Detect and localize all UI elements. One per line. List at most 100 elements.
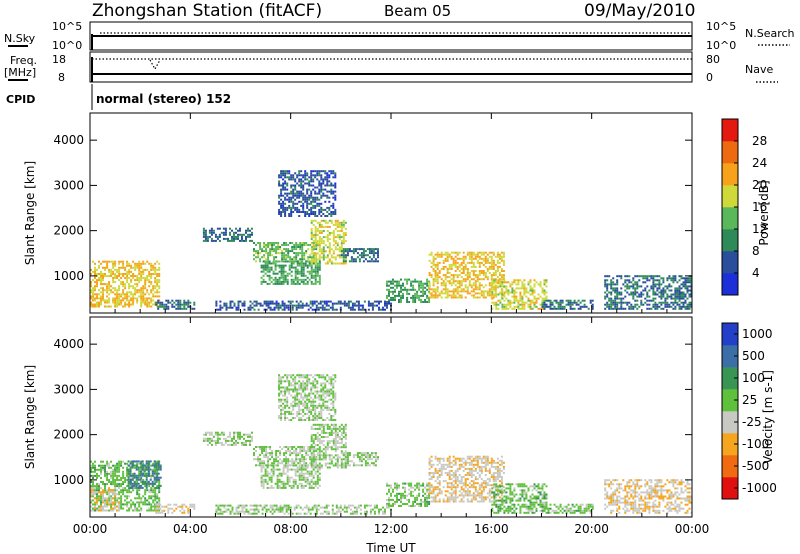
heatmap-cell xyxy=(420,290,423,293)
heatmap-cell xyxy=(94,505,96,508)
heatmap-cell xyxy=(173,301,176,304)
heatmap-cell xyxy=(505,289,508,292)
heatmap-cell xyxy=(648,307,651,310)
heatmap-cell xyxy=(304,484,307,487)
heatmap-cell xyxy=(322,448,325,451)
heatmap-cell xyxy=(128,474,131,477)
heatmap-cell xyxy=(277,246,280,248)
heatmap-cell xyxy=(360,252,363,255)
heatmap-cell xyxy=(438,270,441,272)
heatmap-cell xyxy=(587,307,590,310)
heatmap-cell xyxy=(291,462,294,465)
heatmap-cell xyxy=(132,277,135,279)
heatmap-cell xyxy=(114,507,117,510)
heatmap-cell xyxy=(282,282,285,285)
heatmap-cell xyxy=(280,266,283,269)
heatmap-cell xyxy=(446,268,449,270)
heatmap-cell xyxy=(318,238,321,241)
heatmap-cell xyxy=(458,251,461,254)
heatmap-cell xyxy=(376,300,378,303)
heatmap-cell xyxy=(352,454,355,457)
heatmap-cell xyxy=(332,172,335,175)
heatmap-cell xyxy=(112,301,115,304)
heatmap-cell xyxy=(660,297,663,300)
heatmap-cell xyxy=(311,302,314,305)
heatmap-cell xyxy=(434,263,437,266)
heatmap-cell xyxy=(311,300,314,303)
heatmap-cell xyxy=(626,279,629,282)
heatmap-cell xyxy=(282,264,285,267)
heatmap-cell xyxy=(136,297,139,300)
heatmap-cell xyxy=(285,242,288,244)
heatmap-cell xyxy=(154,281,157,284)
heatmap-cell xyxy=(505,307,508,310)
heatmap-cell xyxy=(285,256,288,259)
heatmap-cell xyxy=(394,290,396,293)
heatmap-cell xyxy=(450,278,453,281)
heatmap-cell xyxy=(157,472,160,475)
heatmap-cell xyxy=(310,280,313,283)
heatmap-cell xyxy=(229,431,231,434)
heatmap-cell xyxy=(142,299,145,302)
heatmap-cell xyxy=(267,452,270,455)
heatmap-cell xyxy=(497,293,500,296)
heatmap-cell xyxy=(368,248,371,251)
heatmap-cell xyxy=(284,215,287,217)
heatmap-cell xyxy=(312,223,315,226)
heatmap-cell xyxy=(636,287,639,290)
heatmap-cell xyxy=(646,303,649,306)
heatmap-cell xyxy=(650,307,653,310)
heatmap-cell xyxy=(406,288,409,291)
heatmap-cell xyxy=(122,266,125,269)
heatmap-cell xyxy=(323,302,326,305)
heatmap-cell xyxy=(320,238,323,241)
heatmap-cell xyxy=(303,304,306,307)
heatmap-cell xyxy=(292,482,295,485)
heatmap-cell xyxy=(292,188,295,191)
heatmap-cell xyxy=(652,289,655,292)
heatmap-cell xyxy=(312,234,315,236)
heatmap-cell xyxy=(314,238,317,241)
colorbar-swatch xyxy=(722,185,738,208)
heatmap-cell xyxy=(215,300,218,303)
heatmap-cell xyxy=(282,470,285,473)
heatmap-cell xyxy=(334,190,337,193)
heatmap-cell xyxy=(360,464,363,467)
heatmap-cell xyxy=(454,251,457,254)
heatmap-cell xyxy=(304,200,307,203)
heatmap-cell xyxy=(384,302,386,305)
heatmap-cell xyxy=(678,279,681,282)
heatmap-cell xyxy=(626,287,629,290)
heatmap-cell xyxy=(245,433,247,436)
heatmap-cell xyxy=(261,450,264,452)
heatmap-cell xyxy=(493,303,496,306)
heatmap-cell xyxy=(334,176,337,179)
heatmap-cell xyxy=(334,186,337,189)
heatmap-cell xyxy=(312,180,315,183)
heatmap-cell xyxy=(140,509,143,512)
heatmap-cell xyxy=(141,474,144,477)
heatmap-cell xyxy=(644,281,647,284)
heatmap-cell xyxy=(120,485,123,488)
heatmap-cell xyxy=(332,440,335,443)
heatmap-cell xyxy=(543,281,546,284)
heatmap-cell xyxy=(308,202,311,205)
heatmap-cell xyxy=(293,450,296,452)
heatmap-cell xyxy=(352,462,355,465)
heatmap-cell xyxy=(154,291,157,294)
heatmap-cell xyxy=(616,307,619,310)
heatmap-cell xyxy=(314,211,317,213)
heatmap-cell xyxy=(150,275,153,277)
heatmap-cell xyxy=(281,256,284,259)
heatmap-cell xyxy=(263,460,266,463)
heatmap-cell xyxy=(285,452,288,455)
heatmap-cell xyxy=(688,289,691,292)
heatmap-cell xyxy=(326,180,329,183)
heatmap-cell xyxy=(314,230,317,232)
heatmap-cell xyxy=(139,484,142,487)
heatmap-cell xyxy=(412,301,415,303)
heatmap-cell xyxy=(674,307,677,310)
heatmap-cell xyxy=(610,291,613,294)
heatmap-cell xyxy=(287,306,290,309)
heatmap-cell xyxy=(249,233,251,236)
